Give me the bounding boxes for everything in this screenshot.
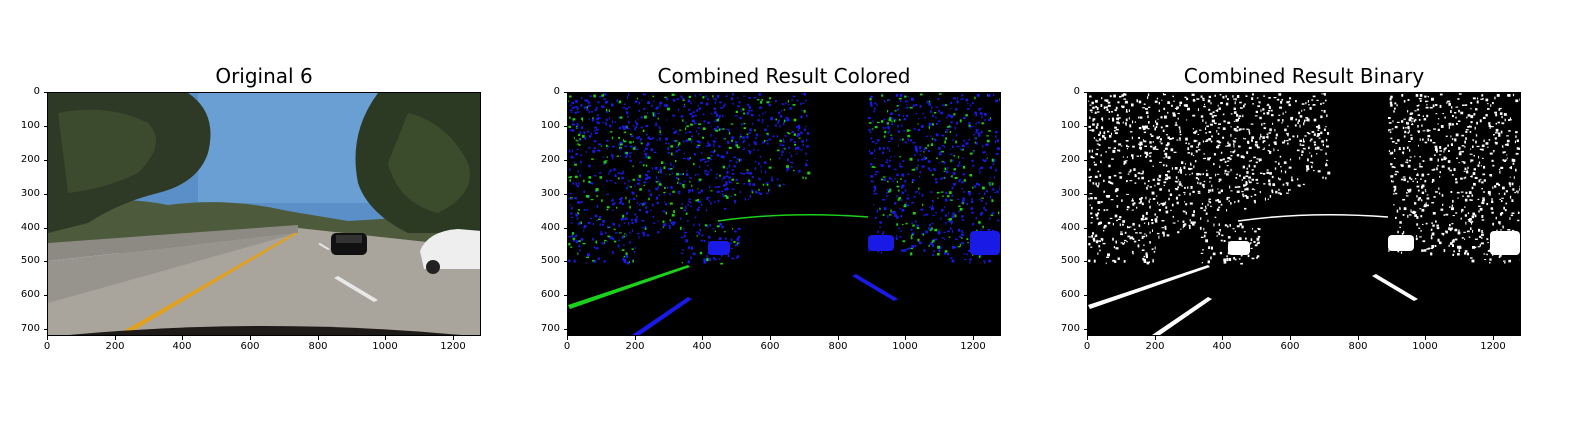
y-tick: 400 [10,223,48,233]
x-tick: 600 [230,336,270,352]
x-tick: 200 [1135,336,1175,352]
y-tick: 400 [530,223,568,233]
x-tick: 800 [1338,336,1378,352]
x-tick: 400 [162,336,202,352]
y-tick: 700 [530,324,568,334]
y-tick: 100 [1050,121,1088,131]
x-tick: 400 [1202,336,1242,352]
x-tick: 200 [615,336,655,352]
original-road-image [47,92,481,336]
y-tick: 200 [530,155,568,165]
colored-edge-image [567,92,1001,336]
panel-colored: Combined Result Colored 0 100 200 300 40… [520,0,1040,432]
y-tick: 300 [530,189,568,199]
y-tick: 100 [530,121,568,131]
y-tick: 500 [1050,256,1088,266]
y-tick: 400 [1050,223,1088,233]
x-tick: 1200 [433,336,473,352]
x-tick: 800 [818,336,858,352]
y-tick: 300 [10,189,48,199]
binary-edge-image [1087,92,1521,336]
x-tick: 1000 [885,336,925,352]
y-tick: 200 [10,155,48,165]
y-tick: 700 [10,324,48,334]
x-tick: 1000 [1405,336,1445,352]
y-tick: 700 [1050,324,1088,334]
y-tick: 0 [10,87,48,97]
x-tick: 0 [27,336,67,352]
panel-binary: Combined Result Binary 0 100 200 300 400… [1040,0,1560,432]
y-tick: 500 [530,256,568,266]
x-tick: 0 [1067,336,1107,352]
y-tick: 0 [1050,87,1088,97]
y-tick: 200 [1050,155,1088,165]
x-tick: 1200 [953,336,993,352]
x-tick: 600 [750,336,790,352]
x-tick: 600 [1270,336,1310,352]
y-tick: 300 [1050,189,1088,199]
panel-title: Combined Result Colored [657,64,911,88]
y-tick: 100 [10,121,48,131]
y-tick: 600 [1050,290,1088,300]
panel-title: Combined Result Binary [1183,64,1425,88]
x-tick: 800 [298,336,338,352]
panel-original: Original 6 [0,0,520,432]
y-tick: 600 [10,290,48,300]
x-tick: 400 [682,336,722,352]
panel-title: Original 6 [215,64,313,88]
x-tick: 1200 [1473,336,1513,352]
y-tick: 500 [10,256,48,266]
x-tick: 200 [95,336,135,352]
y-tick: 0 [530,87,568,97]
x-tick: 0 [547,336,587,352]
y-tick: 600 [530,290,568,300]
x-tick: 1000 [365,336,405,352]
